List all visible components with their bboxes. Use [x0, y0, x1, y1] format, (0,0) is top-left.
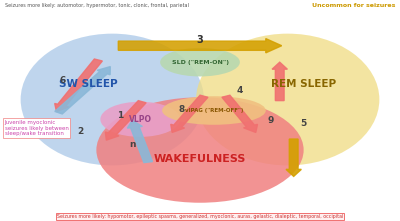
FancyArrow shape — [127, 120, 152, 163]
Text: 9: 9 — [268, 116, 274, 125]
Text: 5: 5 — [300, 119, 307, 128]
Text: 4: 4 — [237, 86, 243, 95]
FancyArrow shape — [222, 95, 258, 132]
Text: SW SLEEP: SW SLEEP — [59, 79, 118, 89]
FancyArrow shape — [171, 95, 208, 132]
Text: SLD ("REM-ON"): SLD ("REM-ON") — [172, 60, 228, 65]
Text: 2: 2 — [77, 127, 84, 136]
Text: 6: 6 — [59, 76, 66, 85]
Text: Juvenile myoclonic
seizures likely between
sleep/wake transition: Juvenile myoclonic seizures likely betwe… — [5, 120, 68, 136]
Text: WAKEFULNESS: WAKEFULNESS — [154, 154, 246, 164]
Ellipse shape — [96, 97, 304, 203]
Ellipse shape — [196, 34, 379, 165]
Text: REM SLEEP: REM SLEEP — [271, 79, 336, 89]
Text: 1: 1 — [117, 111, 124, 120]
Text: Seizures more likely: automotor, hypermotor, tonic, clonic, frontal, parietal: Seizures more likely: automotor, hypermo… — [5, 3, 188, 8]
Ellipse shape — [160, 48, 240, 76]
Text: VLPO: VLPO — [129, 115, 152, 124]
Ellipse shape — [21, 34, 204, 165]
Text: n: n — [129, 140, 136, 149]
Ellipse shape — [162, 96, 266, 125]
Text: 8: 8 — [179, 105, 185, 114]
Text: vIPAG ("REM-OFF"): vIPAG ("REM-OFF") — [185, 108, 243, 113]
Text: Uncommon for seizures: Uncommon for seizures — [312, 3, 395, 8]
FancyArrow shape — [55, 59, 102, 112]
Ellipse shape — [100, 102, 180, 137]
FancyArrow shape — [118, 39, 282, 53]
FancyArrow shape — [55, 67, 110, 114]
Text: Seizures more likely: hypomotor, epileptic spasms, generalized, myoclonic, auras: Seizures more likely: hypomotor, epilept… — [57, 214, 343, 219]
Text: 3: 3 — [197, 35, 203, 45]
FancyArrow shape — [272, 62, 287, 101]
FancyArrow shape — [286, 139, 301, 176]
FancyArrow shape — [105, 101, 146, 140]
